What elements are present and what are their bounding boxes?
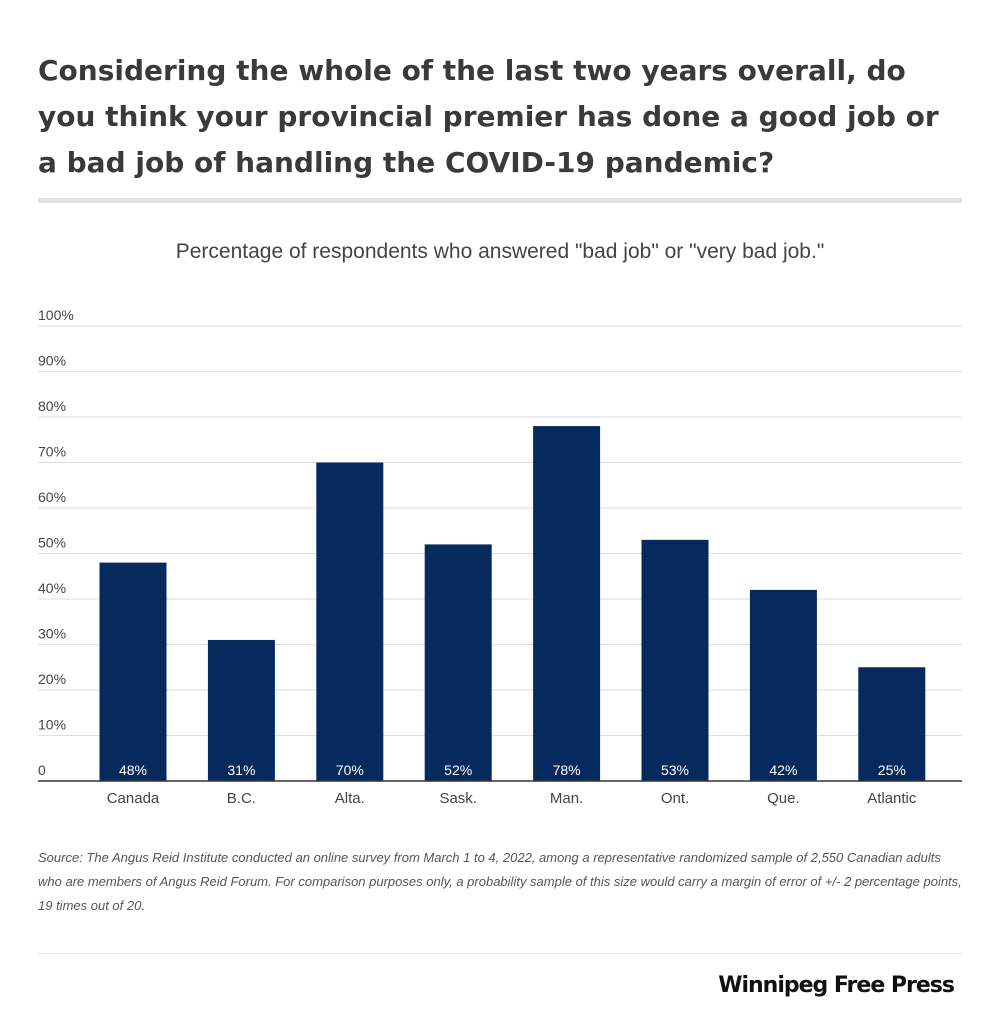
y-tick-label: 70% xyxy=(38,444,66,460)
bar xyxy=(533,426,601,781)
bar xyxy=(99,562,167,781)
bar-value-label: 48% xyxy=(119,762,147,778)
x-tick-label: B.C. xyxy=(227,790,256,807)
y-tick-label: 30% xyxy=(38,626,66,642)
bar xyxy=(424,544,492,781)
x-tick-label: Que. xyxy=(767,790,800,807)
x-tick-label: Man. xyxy=(550,790,583,807)
x-tick-label: Atlantic xyxy=(867,790,917,807)
chart-title: Considering the whole of the last two ye… xyxy=(38,54,939,179)
x-tick-label: Alta. xyxy=(335,790,365,807)
bar xyxy=(207,639,275,781)
x-tick-label: Ont. xyxy=(661,790,689,807)
bar-value-label: 25% xyxy=(878,762,906,778)
bar xyxy=(641,539,709,781)
bar-value-label: 78% xyxy=(553,762,581,778)
y-tick-label: 20% xyxy=(38,671,66,687)
title-divider xyxy=(38,198,962,203)
footer-divider xyxy=(38,953,962,954)
y-tick-label: 40% xyxy=(38,580,66,596)
bar xyxy=(858,667,926,781)
brand-logo: Winnipeg Free Press xyxy=(718,973,955,998)
bar xyxy=(749,589,817,781)
source-note: Source: The Angus Reid Institute conduct… xyxy=(38,850,962,913)
y-tick-label: 0 xyxy=(38,762,46,778)
y-tick-label: 90% xyxy=(38,353,66,369)
bar-value-label: 53% xyxy=(661,762,689,778)
y-tick-label: 50% xyxy=(38,535,66,551)
y-tick-label: 100% xyxy=(38,307,74,323)
bar-value-label: 31% xyxy=(227,762,255,778)
bar xyxy=(316,462,384,781)
y-tick-label: 60% xyxy=(38,489,66,505)
bar-value-label: 52% xyxy=(444,762,472,778)
x-tick-label: Canada xyxy=(107,790,160,807)
bar-chart: 0 10% 20% 30% 40% 50% 60% 70% 80% 90% 100% 48% Canad… xyxy=(38,307,962,807)
y-tick-label: 10% xyxy=(38,717,66,733)
bar-value-label: 42% xyxy=(769,762,797,778)
bar-value-label: 70% xyxy=(336,762,364,778)
x-tick-label: Sask. xyxy=(439,790,477,807)
chart-subtitle: Percentage of respondents who answered "… xyxy=(175,240,825,263)
y-tick-label: 80% xyxy=(38,398,66,414)
